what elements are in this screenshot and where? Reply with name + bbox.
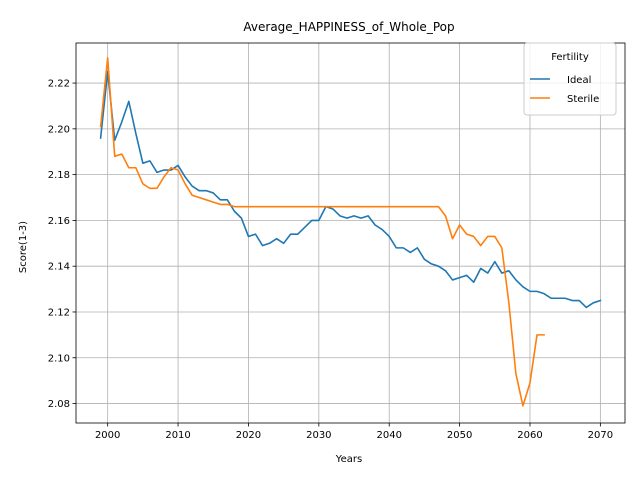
x-tick-label: 2000 xyxy=(95,430,120,441)
axis-ticks: 2000 2010 2020 2030 2040 2050 2060 2070 2.08 2.10… xyxy=(48,79,613,441)
x-tick-label: 2030 xyxy=(306,430,331,441)
x-tick-label: 2070 xyxy=(588,430,613,441)
y-tick-label: 2.12 xyxy=(48,307,70,318)
x-tick-label: 2050 xyxy=(447,430,472,441)
series-line-sterile xyxy=(99,57,545,407)
x-tick-label: 2020 xyxy=(236,430,261,441)
chart-title: Average_HAPPINESS_of_Whole_Pop xyxy=(243,20,454,34)
legend-label-ideal: Ideal xyxy=(567,75,591,86)
series-line-ideal xyxy=(99,70,602,309)
y-tick-label: 2.10 xyxy=(48,353,70,364)
y-axis-title: Score(1-3) xyxy=(18,221,29,273)
legend: Fertility Ideal Sterile xyxy=(523,42,617,116)
y-tick-label: 2.14 xyxy=(48,262,70,273)
series-lines xyxy=(99,57,602,407)
y-tick-label: 2.22 xyxy=(48,79,70,90)
y-tick-label: 2.18 xyxy=(48,170,70,181)
x-tick-label: 2040 xyxy=(376,430,401,441)
x-tick-label: 2010 xyxy=(165,430,190,441)
legend-box xyxy=(523,42,617,116)
x-tick-label: 2060 xyxy=(517,430,542,441)
y-tick-label: 2.16 xyxy=(48,216,70,227)
y-tick-label: 2.20 xyxy=(48,124,70,135)
legend-label-sterile: Sterile xyxy=(567,94,599,105)
plot-frame xyxy=(75,42,626,424)
legend-title: Fertility xyxy=(551,52,589,63)
y-tick-label: 2.08 xyxy=(48,399,70,410)
x-axis-title: Years xyxy=(335,454,362,465)
